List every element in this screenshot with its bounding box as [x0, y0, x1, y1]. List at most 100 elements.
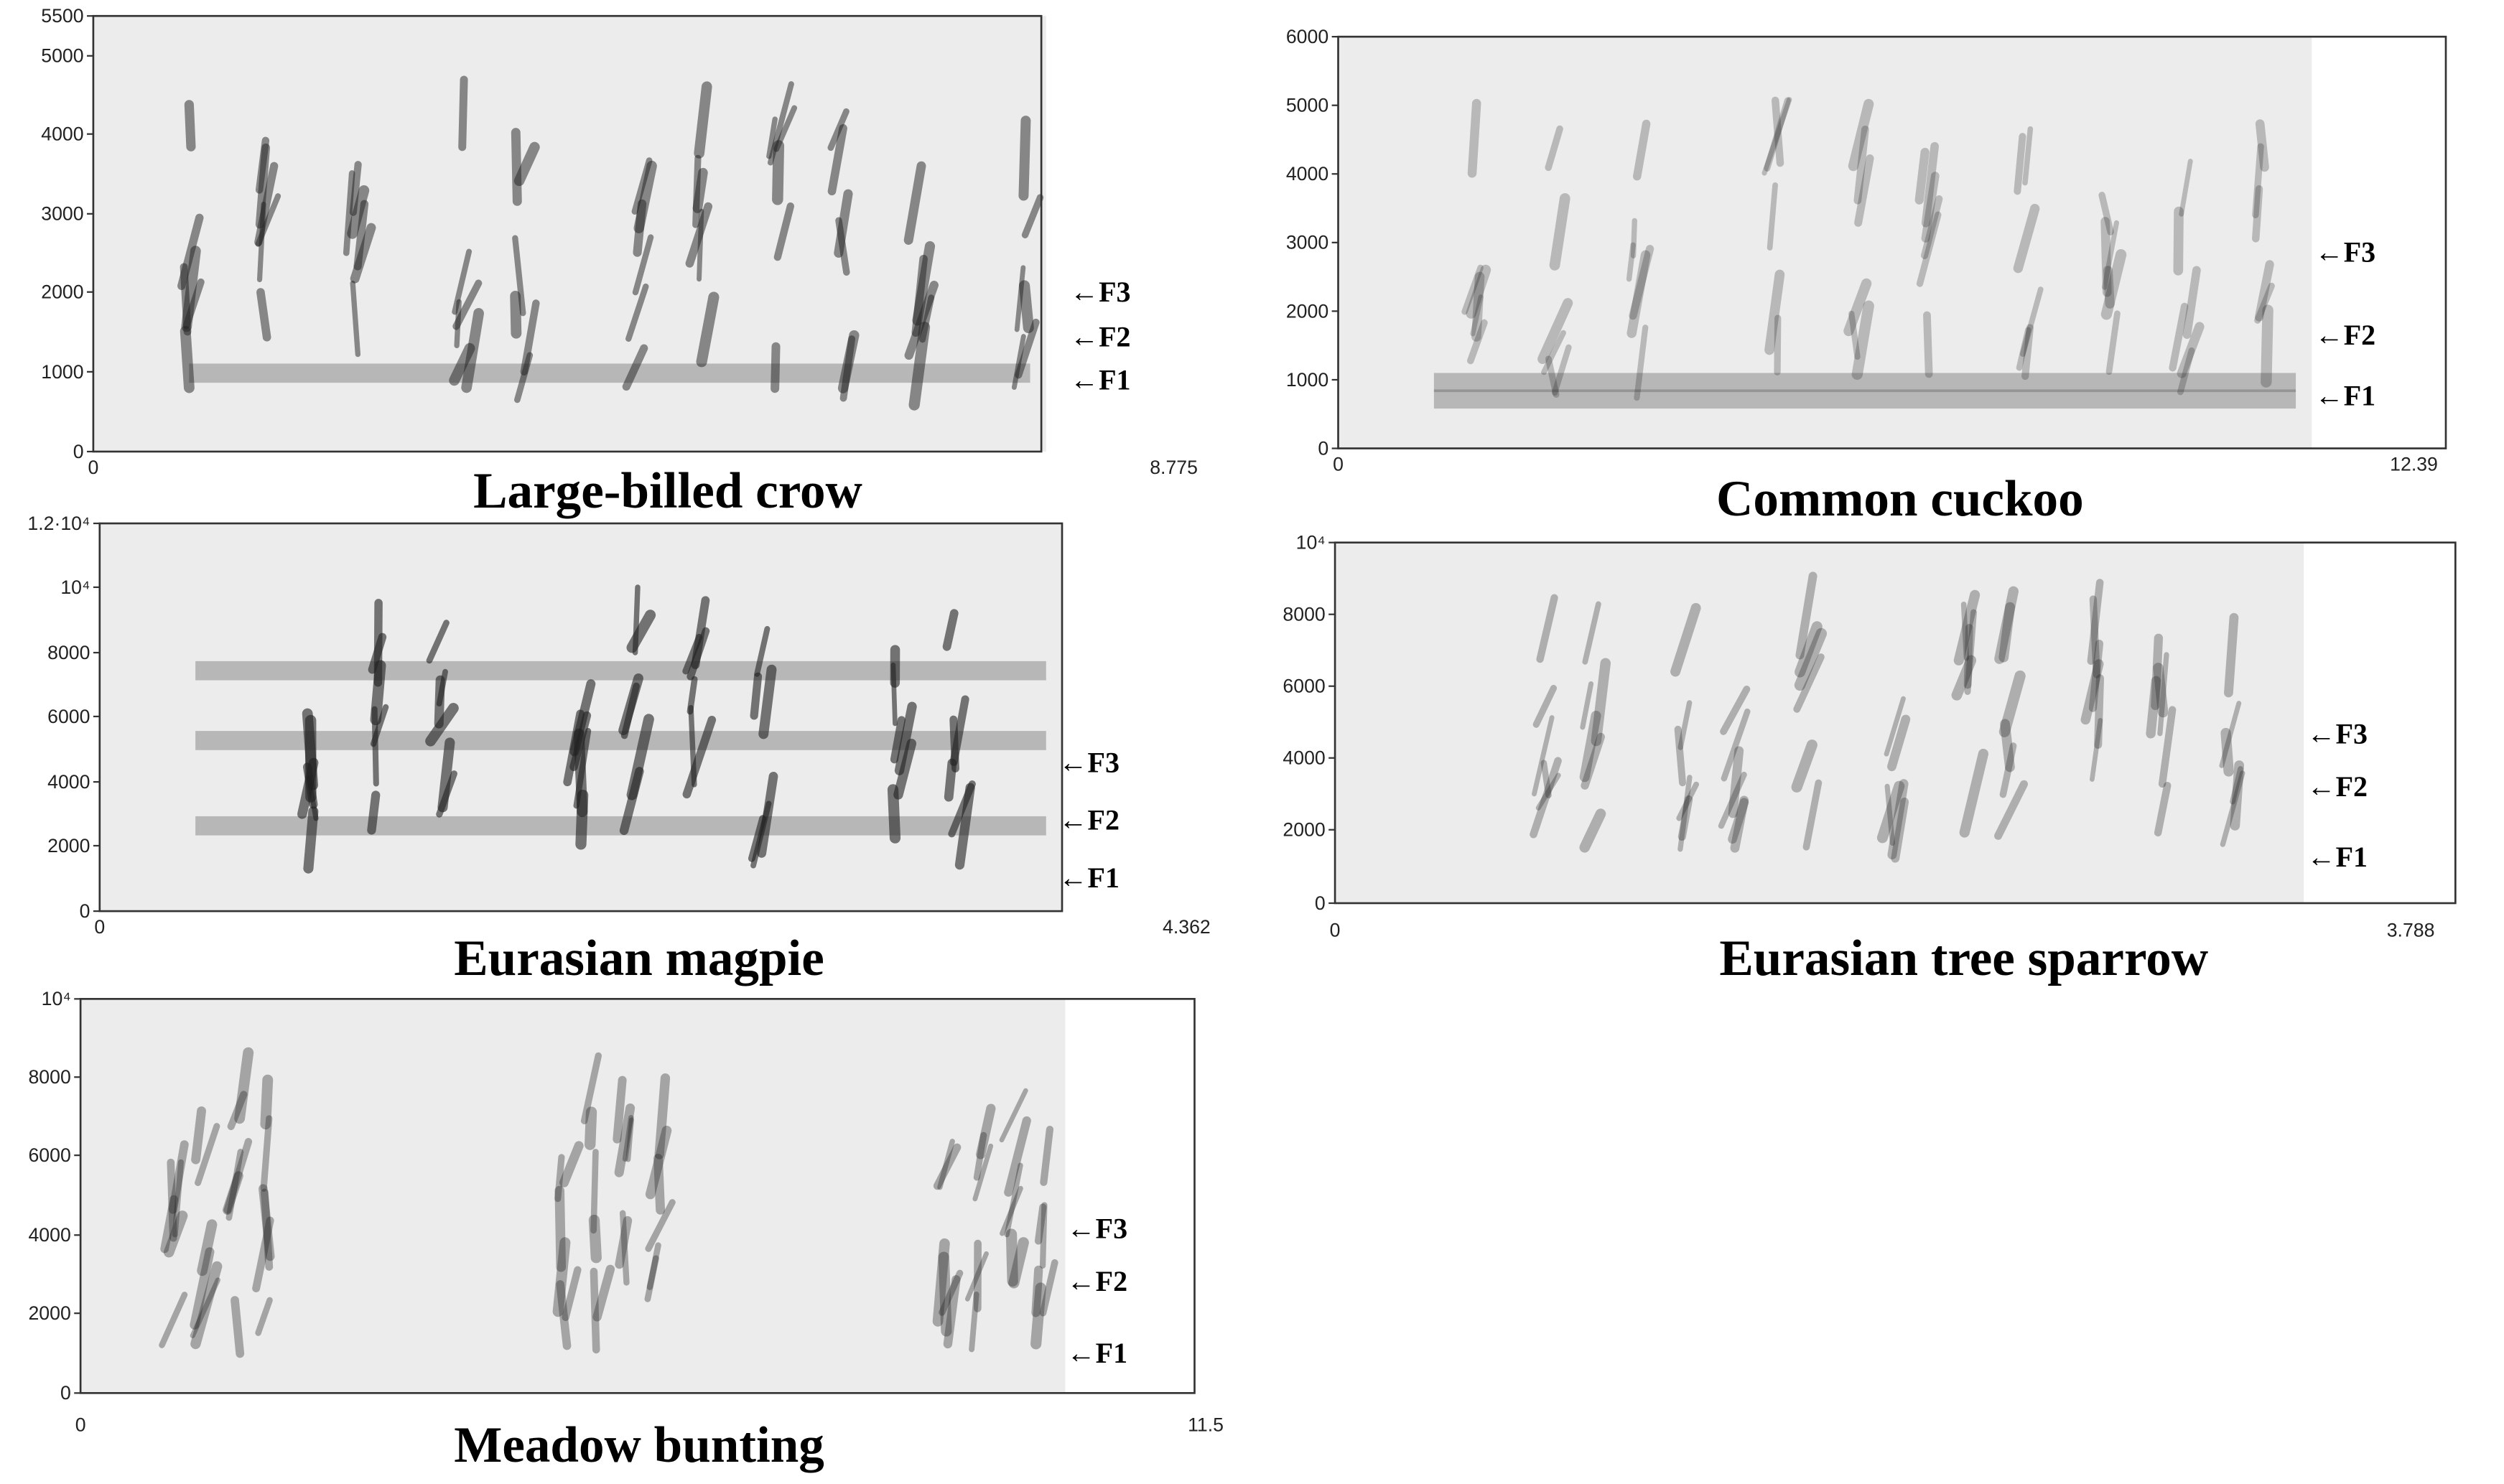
syllable-trace	[343, 170, 355, 256]
y-tick-label: 1.2·10⁴	[27, 513, 90, 534]
syllable-trace	[573, 727, 592, 809]
syllable-trace	[254, 162, 279, 246]
syllable-trace	[1994, 780, 2029, 840]
y-tick-label: 6000	[1286, 26, 1328, 47]
syllable-trace	[625, 283, 649, 342]
syllable-trace	[1728, 746, 1744, 818]
panel: 6000 5000 4000 3000 2000 1000 00 12.39 Common cu…	[1286, 26, 2447, 527]
x-tick-label: 8.775	[1150, 457, 1198, 478]
syllable-trace	[1591, 658, 1611, 747]
syllable-trace	[511, 128, 522, 206]
syllable-trace	[2252, 185, 2263, 243]
syllable-trace	[256, 288, 271, 342]
syllable-trace	[191, 1106, 206, 1165]
syllable-trace	[2219, 701, 2242, 768]
syllable-trace	[225, 1149, 244, 1221]
syllable-trace	[1579, 808, 1606, 853]
syllable-trace	[645, 1199, 676, 1252]
syllable-trace	[1728, 798, 1749, 844]
syllable-trace	[559, 1141, 584, 1187]
formant-label: ←F2	[1067, 1265, 1127, 1297]
syllable-trace	[632, 584, 641, 655]
formant-label: ←F1	[2307, 841, 2368, 873]
syllable-trace	[1634, 325, 1649, 401]
syllable-trace	[2146, 676, 2161, 739]
syllable-trace	[1854, 154, 1874, 227]
syllable-trace	[999, 1088, 1028, 1143]
syllable-trace	[552, 1237, 571, 1317]
syllable-trace	[260, 1074, 274, 1130]
syllable-trace	[1582, 601, 1601, 665]
syllable-trace	[771, 342, 781, 393]
syllable-trace	[1887, 714, 1911, 772]
syllable-trace	[932, 1238, 950, 1327]
y-tick-label: 1000	[41, 361, 83, 383]
syllable-trace	[645, 1125, 672, 1200]
syllable-trace	[1914, 147, 1930, 205]
syllable-trace	[632, 234, 654, 296]
syllable-trace	[159, 1292, 188, 1348]
syllable-trace	[1467, 98, 1481, 178]
syllable-trace	[619, 1210, 630, 1286]
syllable-trace	[2220, 770, 2245, 847]
spectral-band	[1433, 389, 2296, 409]
syllable-trace	[2090, 718, 2103, 782]
syllable-trace	[1999, 742, 2017, 798]
panel-title: Meadow bunting	[454, 1417, 824, 1473]
syllable-trace	[1015, 318, 1040, 379]
syllable-trace	[1720, 686, 1751, 735]
syllable-trace	[773, 202, 795, 261]
syllable-trace	[223, 1138, 253, 1214]
formant-label: ←F3	[2307, 718, 2368, 750]
formant-label: ←F2	[1059, 804, 1120, 836]
syllable-trace	[1791, 739, 1818, 793]
syllable-trace	[1008, 1237, 1029, 1289]
syllable-trace	[2154, 781, 2172, 837]
syllable-trace	[622, 344, 648, 391]
syllable-trace	[894, 701, 917, 775]
syllable-trace	[2169, 302, 2189, 372]
formant-label: ←F1	[1067, 1337, 1127, 1369]
syllable-trace	[2254, 260, 2274, 322]
syllable-trace	[1014, 265, 1026, 332]
syllable-trace	[696, 291, 720, 368]
x-tick-label: 3.788	[2387, 920, 2435, 941]
syllable-trace	[2000, 719, 2015, 773]
formant-label: ←F3	[2315, 236, 2375, 269]
syllable-trace	[839, 335, 856, 402]
syllable-trace	[2087, 579, 2104, 665]
panel-title: Large-billed crow	[473, 463, 862, 519]
syllable-trace	[255, 1297, 273, 1336]
syllable-trace	[1959, 748, 1989, 838]
syllable-trace	[1541, 330, 1566, 375]
syllable-trace	[1532, 684, 1558, 728]
syllable-trace	[691, 596, 710, 669]
x-tick-label: 4.362	[1163, 916, 1211, 938]
syllable-trace	[1964, 609, 1977, 695]
syllable-trace	[976, 1103, 996, 1159]
syllable-trace	[2098, 192, 2114, 235]
y-tick-label: 2000	[1286, 300, 1328, 322]
syllable-trace	[1848, 310, 1861, 360]
spectral-band	[1433, 373, 2296, 393]
syllable-trace	[1721, 708, 1751, 782]
y-tick-label: 0	[1318, 437, 1328, 459]
syllable-trace	[937, 1139, 955, 1190]
syllable-trace	[2100, 217, 2112, 297]
syllable-trace	[939, 1269, 964, 1316]
syllable-trace	[618, 673, 643, 736]
syllable-trace	[1579, 710, 1601, 783]
x-tick-label: 12.39	[2390, 454, 2438, 475]
syllable-trace	[1011, 334, 1026, 390]
syllable-trace	[754, 625, 771, 677]
y-tick-label: 3000	[41, 203, 83, 225]
syllable-trace	[758, 664, 777, 739]
syllable-trace	[2261, 304, 2273, 388]
syllable-trace	[1537, 298, 1573, 364]
syllable-trace	[1771, 96, 1784, 167]
syllable-trace	[1884, 783, 1895, 846]
syllable-trace	[1466, 264, 1491, 319]
syllable-trace	[2022, 126, 2034, 186]
panel: 10⁴ 8000 6000 4000 2000 00 3.788 Eurasian tree …	[1283, 532, 2457, 986]
